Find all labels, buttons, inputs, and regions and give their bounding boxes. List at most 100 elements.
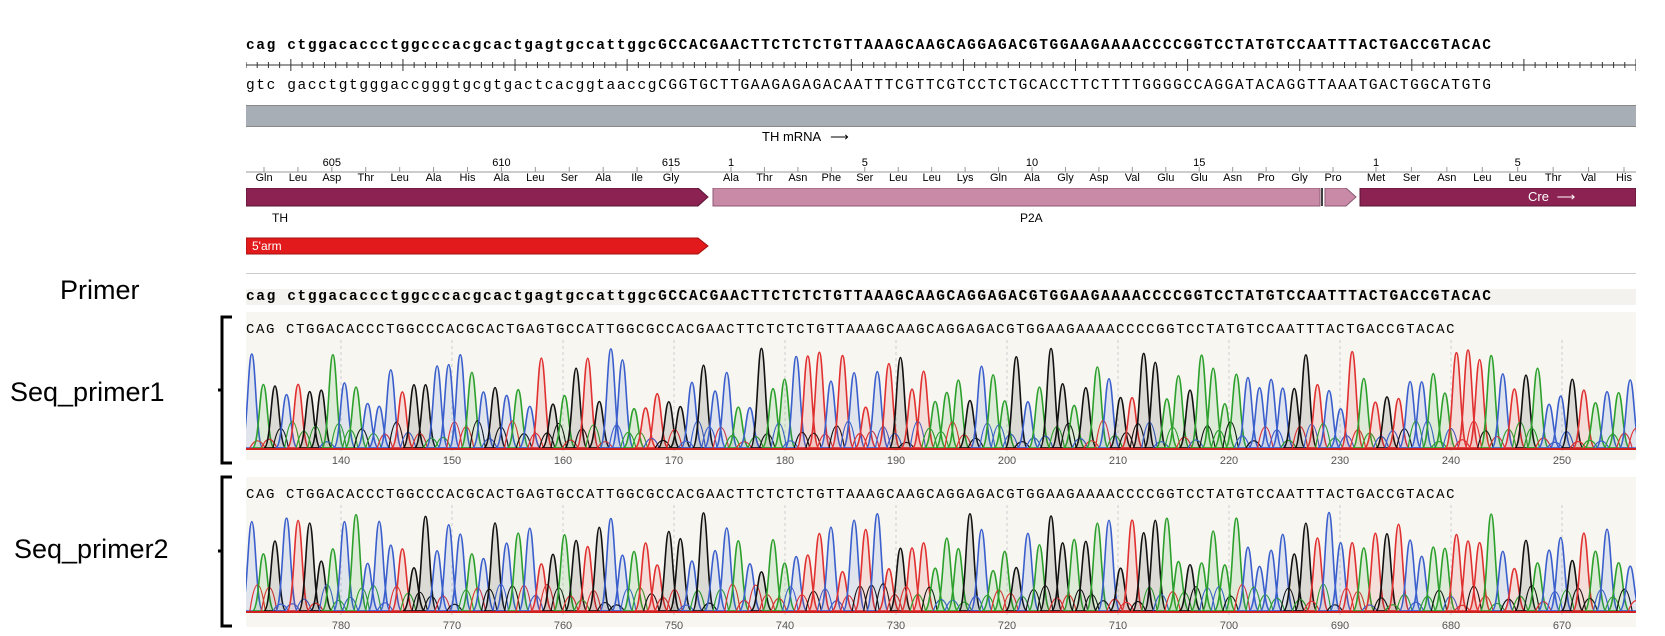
- chromatogram-peak: [1502, 567, 1527, 612]
- chromatogram-minor-peak: [701, 602, 718, 612]
- chromatogram-minor-peak: [1454, 439, 1471, 449]
- p2a-amino-acid: Thr: [756, 172, 773, 184]
- chromatogram-minor-peak: [376, 602, 394, 612]
- chromatogram-minor-peak: [1627, 600, 1636, 612]
- position-tick-label: 760: [553, 620, 573, 632]
- th-residue-number: 610: [492, 157, 511, 169]
- chromatogram-minor-peak: [921, 427, 938, 449]
- chromatogram-peak: [599, 517, 623, 612]
- p2a-feature-arrow[interactable]: [712, 188, 1321, 207]
- chromatogram-peak: [1479, 513, 1503, 612]
- chromatogram-peak: [923, 567, 947, 612]
- chromatogram-minor-peak: [1187, 439, 1205, 449]
- feature-map: [246, 188, 1636, 255]
- p2a-pro-arrow[interactable]: [1324, 188, 1357, 207]
- cre-amino-acid: Asn: [1437, 172, 1457, 184]
- chromatogram-minor-peak: [1152, 593, 1170, 612]
- chromatogram-minor-peak: [1338, 435, 1355, 449]
- chromatogram-peak: [1282, 387, 1307, 449]
- position-tick-label: 170: [664, 455, 684, 467]
- position-tick-label: 750: [664, 620, 684, 632]
- right-arrow-icon: ⟶: [1556, 189, 1576, 204]
- chromatogram-minor-peak: [249, 584, 266, 612]
- chromatogram-minor-peak: [1569, 440, 1587, 449]
- arm-feature-arrow[interactable]: [246, 237, 709, 255]
- p2a-residue-number: 5: [861, 157, 868, 169]
- chromatogram-minor-peak: [469, 587, 486, 612]
- chromatogram-minor-peak: [1454, 604, 1471, 612]
- chromatogram-minor-peak: [1488, 602, 1506, 612]
- chromatogram-minor-peak: [1094, 600, 1112, 612]
- chromatogram-minor-peak: [284, 603, 301, 612]
- chromatogram-peak: [877, 568, 901, 612]
- chromatogram-minor-peak: [608, 604, 625, 612]
- chromatogram-peak: [691, 512, 716, 612]
- chromatogram-peak: [344, 513, 368, 612]
- seq-primer2-bracket: [218, 475, 232, 628]
- chromatogram-minor-peak: [527, 432, 544, 449]
- chromatogram-peak: [992, 400, 1017, 449]
- chromatogram-minor-peak: [423, 437, 440, 449]
- chromatogram-peak: [1433, 392, 1457, 449]
- position-tick-label: 140: [331, 455, 351, 467]
- chromatogram-minor-peak: [353, 428, 371, 449]
- position-tick-label: 710: [1108, 620, 1128, 632]
- chromatogram-peak: [1618, 379, 1636, 449]
- p2a-amino-acid: Pro: [1257, 172, 1275, 184]
- p2a-amino-acid: Ala: [723, 172, 739, 184]
- position-tick-label: 690: [1330, 620, 1350, 632]
- p2a-amino-acid: Leu: [889, 172, 908, 184]
- chromatogram-peak: [714, 371, 739, 449]
- chromatogram-peak: [1004, 566, 1029, 612]
- th-amino-acid: Ser: [560, 172, 578, 184]
- p2a-amino-acid: Lys: [956, 172, 974, 184]
- position-tick-label: 700: [1219, 620, 1239, 632]
- chromatogram-peak: [1189, 562, 1214, 612]
- position-tick-label: 190: [886, 455, 906, 467]
- p2a-amino-acid: Asn: [788, 172, 808, 184]
- position-tick-label: 160: [553, 455, 573, 467]
- chromatogram-peak: [587, 400, 612, 449]
- mrna-feature-label: TH mRNA ⟶: [762, 129, 849, 145]
- position-tick-label: 200: [997, 455, 1017, 467]
- read1-basecalls: CAG CTGGACACCCTGGCCCACGCACTGAGTGCCATTGGC…: [246, 322, 1457, 338]
- chromatogram-minor-peak: [805, 432, 822, 449]
- chromatogram-peak: [1097, 519, 1121, 612]
- chromatogram-minor-peak: [1013, 595, 1031, 612]
- chromatogram-minor-peak: [1627, 427, 1636, 449]
- chromatogram-peak: [1004, 356, 1029, 449]
- chromatogram-minor-peak: [1303, 600, 1320, 612]
- chromatogram-minor-peak: [1048, 597, 1066, 612]
- chromatogram-peak: [1155, 517, 1179, 612]
- position-tick-label: 220: [1219, 455, 1239, 467]
- chromatogram-peak: [413, 515, 438, 612]
- chromatogram-minor-peak: [446, 603, 463, 612]
- cre-feature-arrow[interactable]: [1359, 188, 1636, 207]
- bottom-upper: CGGTGCTTGAAGAGAGACAATTTCGTTCGTCCTCTGCACC…: [658, 78, 1493, 94]
- chromatogram-peak: [1201, 367, 1225, 449]
- chromatogram-minor-peak: [1593, 440, 1610, 449]
- chromatogram-minor-peak: [1245, 440, 1262, 449]
- p2a-residue-number: 1: [727, 157, 735, 169]
- right-arrow-icon: ⟶: [830, 129, 849, 144]
- th-amino-acid: His: [459, 172, 476, 184]
- chromatogram-peak: [1108, 567, 1133, 612]
- chromatogram-minor-peak: [782, 440, 799, 449]
- th-amino-acid: Gln: [255, 172, 273, 184]
- chromatogram-minor-peak: [1025, 437, 1042, 449]
- position-tick-label: 250: [1552, 455, 1572, 467]
- th-amino-acid: Ala: [493, 172, 510, 184]
- mrna-bar[interactable]: [246, 105, 1636, 127]
- position-tick-label: 740: [775, 620, 795, 632]
- th-feature-arrow[interactable]: [246, 188, 709, 207]
- position-tick-label: 150: [442, 455, 462, 467]
- th-amino-acid: Gly: [662, 172, 680, 184]
- cre-amino-acid: Val: [1581, 172, 1597, 184]
- position-tick-label: 230: [1330, 455, 1350, 467]
- position-tick-label: 730: [886, 620, 906, 632]
- cre-residue-number: 5: [1514, 157, 1521, 169]
- position-tick-label: 240: [1441, 455, 1461, 467]
- translation-ruler: [246, 167, 1636, 173]
- reference-bottom-strand: gtc gacctgtgggaccgggtgcgtgactcacggtaaccg…: [246, 78, 1636, 94]
- cre-amino-acid: Thr: [1544, 172, 1562, 184]
